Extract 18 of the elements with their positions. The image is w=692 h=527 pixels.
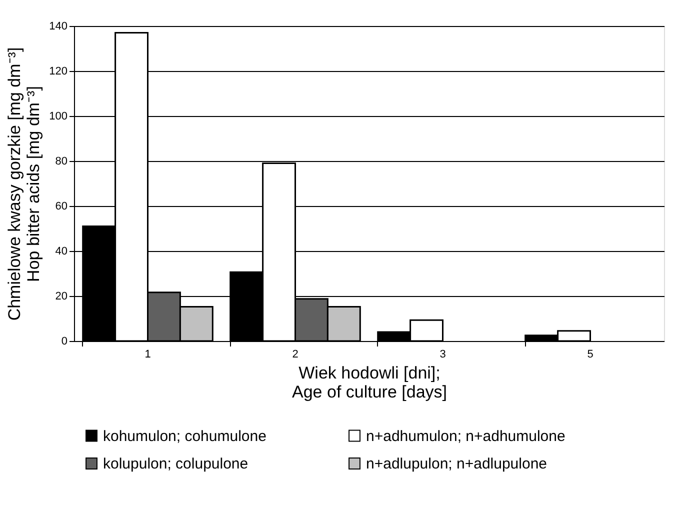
- legend-label: kolupulon; colupulone: [103, 456, 248, 472]
- x-tick-label: 2: [292, 348, 298, 360]
- legend-label: n+adlupulon; n+adlupulone: [366, 456, 548, 472]
- y-tick-label: 120: [49, 66, 68, 78]
- y-tick-label: 0: [61, 336, 68, 348]
- x-tick-label: 5: [587, 348, 594, 360]
- y-tick-label: 140: [49, 20, 68, 32]
- legend-label: kohumulon; cohumulone: [103, 428, 266, 445]
- legend-label: n+adhumulon; n+adhumulone: [366, 428, 566, 445]
- x-axis-title: Wiek hodowli [dni]; Age of culture [days]: [292, 364, 447, 402]
- y-tick-label: 100: [49, 110, 68, 122]
- y-tick-label: 80: [55, 156, 68, 168]
- y-tick-label: 20: [55, 290, 68, 302]
- y-axis-title: Chmielowe kwasy gorzkie [mg dm⁻³] Hop bitter acids [mg dm⁻³]: [5, 47, 44, 321]
- x-tick-label: 3: [440, 348, 446, 360]
- y-tick-label: 40: [55, 246, 68, 258]
- x-tick-label: 1: [144, 348, 151, 360]
- y-tick-label: 60: [55, 200, 68, 212]
